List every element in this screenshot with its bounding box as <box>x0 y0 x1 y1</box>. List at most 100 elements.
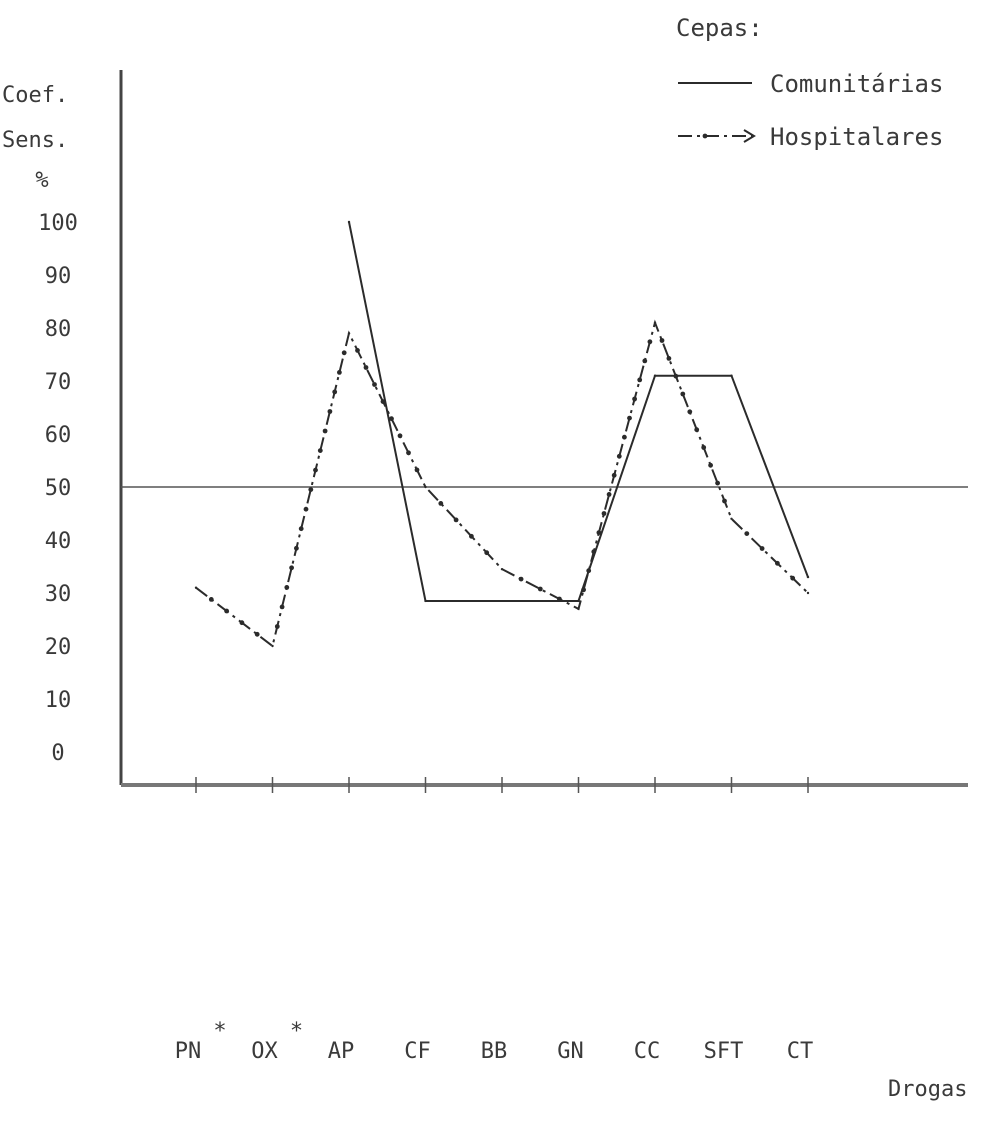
series-bead-hospitalares <box>279 604 285 610</box>
x-tick-label: CF <box>404 1039 431 1064</box>
series-bead-hospitalares <box>637 377 643 383</box>
tick-labels: 0 10 20 30 40 50 60 70 80 90 100 Coef. Sens.% PN * OX * A… <box>2 83 967 1102</box>
series-bead-hospitalares <box>616 453 622 459</box>
series-bead-hospitalares <box>303 506 309 512</box>
data-point-hospitalares <box>194 586 198 589</box>
x-tick-label: CT <box>787 1039 814 1064</box>
series-bead-hospitalares <box>694 427 700 433</box>
y-axis-title-line: Sens. <box>2 128 68 153</box>
legend-bead-hospitalares <box>702 133 708 139</box>
data-point-comunitarias <box>653 374 657 377</box>
data-point-comunitarias <box>806 575 810 579</box>
series-bead-hospitalares <box>537 586 543 592</box>
series-line-comunitarias <box>348 221 809 602</box>
data-point-hospitalares <box>806 591 810 595</box>
series-bead-hospitalares <box>611 472 617 478</box>
data-point-hospitalares <box>271 644 274 648</box>
series-bead-hospitalares <box>469 533 474 539</box>
series-bead-hospitalares <box>284 585 290 590</box>
y-tick-label: 10 <box>45 688 72 713</box>
series-bead-hospitalares <box>289 565 294 571</box>
series-bead-hospitalares <box>453 517 459 523</box>
series-group <box>194 220 810 648</box>
series-bead-hospitalares <box>586 568 592 574</box>
series-bead-hospitalares <box>355 348 360 353</box>
data-point-comunitarias <box>347 220 351 224</box>
series-bead-hospitalares <box>659 338 665 343</box>
series-bead-hospitalares <box>790 575 796 581</box>
series-bead-hospitalares <box>680 391 686 397</box>
x-tick-label: CC <box>634 1039 661 1064</box>
legend: Cepas:Comunitárias Hospitalares <box>676 14 943 151</box>
y-axis-title-line: % <box>35 168 48 193</box>
series-bead-hospitalares <box>274 624 280 629</box>
data-point-comunitarias <box>577 599 580 603</box>
series-bead-hospitalares <box>332 389 338 395</box>
y-tick-label: 20 <box>45 635 72 660</box>
series-bead-hospitalares <box>254 631 260 637</box>
series-bead-hospitalares <box>666 356 672 361</box>
series-bead-hospitalares <box>715 480 720 486</box>
x-tick-label: PN <box>175 1039 202 1064</box>
series-bead-hospitalares <box>389 416 394 422</box>
series-bead-hospitalares <box>397 433 403 439</box>
data-point-comunitarias <box>424 599 427 603</box>
series-bead-hospitalares <box>327 409 333 414</box>
series-bead-hospitalares <box>380 399 386 404</box>
series-bead-hospitalares <box>673 373 679 379</box>
series-bead-hospitalares <box>708 462 713 468</box>
series-bead-hospitalares <box>606 492 612 497</box>
y-tick-label: 40 <box>45 529 72 554</box>
series-bead-hospitalares <box>642 358 648 364</box>
legend-label-comunitarias: Comunitárias <box>770 70 943 98</box>
series-bead-hospitalares <box>414 467 420 473</box>
y-tick-label: 70 <box>45 370 72 395</box>
series-bead-hospitalares <box>294 545 299 551</box>
y-axis-title-line: Coef. <box>2 83 68 108</box>
series-bead-hospitalares <box>308 487 314 492</box>
series-bead-hospitalares <box>363 365 369 370</box>
series-bead-hospitalares <box>518 576 524 582</box>
x-tick-asterisk: * <box>290 1019 303 1044</box>
series-bead-hospitalares <box>722 498 727 504</box>
series-bead-hospitalares <box>647 339 653 345</box>
x-axis-title: Drogas <box>888 1077 967 1102</box>
x-tick-label: SFT <box>704 1039 744 1064</box>
data-point-hospitalares <box>730 517 733 520</box>
series-bead-hospitalares <box>775 560 780 566</box>
series-bead-hospitalares <box>581 587 586 593</box>
series-bead-hospitalares <box>701 445 707 450</box>
x-tick-label: OX <box>251 1039 278 1064</box>
data-point-hospitalares <box>500 567 504 571</box>
x-tick-label: AP <box>328 1039 355 1064</box>
series-bead-hospitalares <box>687 409 693 415</box>
series-bead-hospitalares <box>438 501 444 506</box>
series-bead-hospitalares <box>744 531 750 536</box>
series-bead-hospitalares <box>337 370 342 375</box>
series-bead-hospitalares <box>224 608 230 614</box>
series-bead-hospitalares <box>239 620 245 626</box>
data-point-hospitalares <box>424 485 427 489</box>
y-tick-label: 0 <box>51 741 64 766</box>
series-bead-hospitalares <box>591 549 597 555</box>
series-bead-hospitalares <box>313 467 318 473</box>
data-point-hospitalares <box>577 607 580 611</box>
series-bead-hospitalares <box>317 448 323 453</box>
y-tick-label: 80 <box>45 317 72 342</box>
series-bead-hospitalares <box>627 415 632 421</box>
legend-label-hospitalares: Hospitalares <box>770 123 943 151</box>
y-tick-label: 60 <box>45 423 72 448</box>
series-bead-hospitalares <box>406 450 411 456</box>
x-tick-label: BB <box>481 1039 508 1064</box>
legend-title: Cepas: <box>676 14 763 42</box>
data-point-hospitalares <box>653 321 657 324</box>
y-tick-label: 50 <box>45 476 72 501</box>
y-tick-label: 90 <box>45 264 72 289</box>
series-bead-hospitalares <box>596 530 602 535</box>
series-bead-hospitalares <box>557 596 562 602</box>
series-bead-hospitalares <box>322 428 328 434</box>
series-bead-hospitalares <box>372 382 377 387</box>
y-tick-label: 30 <box>45 582 72 607</box>
